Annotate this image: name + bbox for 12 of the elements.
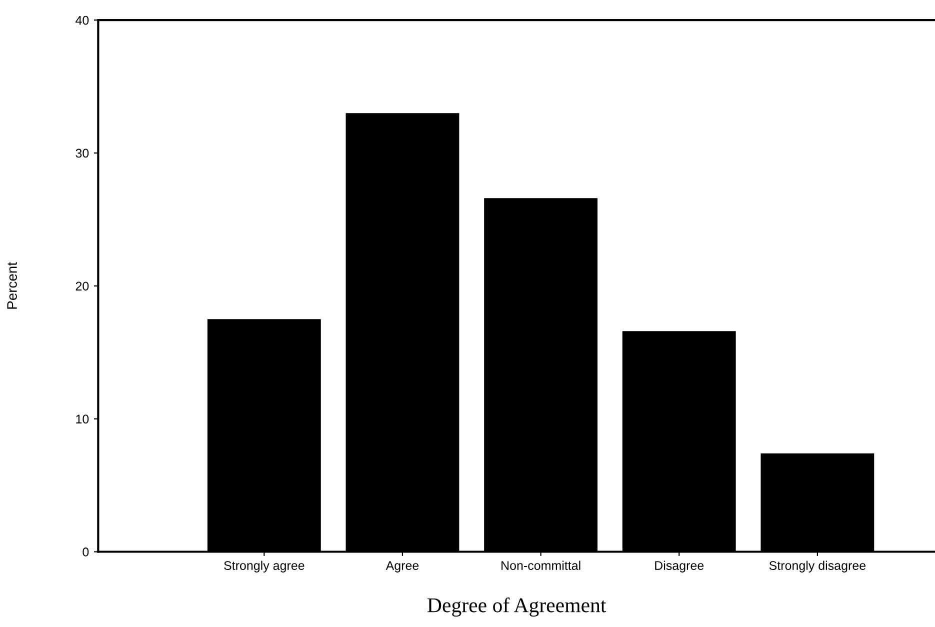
x-tick-label: Non-committal — [502, 560, 580, 570]
x-tick-label: Disagree — [655, 560, 704, 572]
y-axis-title: Percent — [7, 262, 17, 309]
y-tick-label: 20 — [76, 282, 89, 291]
y-tick-label: 30 — [76, 148, 89, 158]
y-tick-label: 10 — [76, 414, 89, 424]
x-tick-label: Strongly agree — [224, 560, 304, 572]
y-tick-label: 0 — [82, 548, 89, 556]
x-axis-title: Degree of Agreement — [428, 597, 606, 617]
y-tick-label: 40 — [76, 16, 89, 25]
x-tick-label: Agree — [386, 561, 419, 572]
x-tick-label: Strongly disagree — [769, 560, 866, 572]
